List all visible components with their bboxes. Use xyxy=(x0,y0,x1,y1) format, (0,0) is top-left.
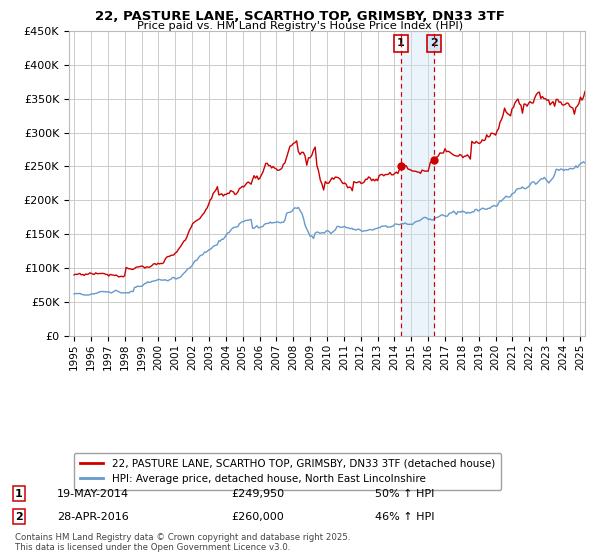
Text: 22, PASTURE LANE, SCARTHO TOP, GRIMSBY, DN33 3TF: 22, PASTURE LANE, SCARTHO TOP, GRIMSBY, … xyxy=(95,10,505,23)
Text: 1: 1 xyxy=(397,39,405,48)
Text: 46% ↑ HPI: 46% ↑ HPI xyxy=(375,512,434,522)
Text: 28-APR-2016: 28-APR-2016 xyxy=(57,512,129,522)
Text: 19-MAY-2014: 19-MAY-2014 xyxy=(57,489,129,499)
Text: £249,950: £249,950 xyxy=(231,489,284,499)
Text: Contains HM Land Registry data © Crown copyright and database right 2025.
This d: Contains HM Land Registry data © Crown c… xyxy=(15,533,350,552)
Text: 1: 1 xyxy=(15,489,23,499)
Text: 2: 2 xyxy=(430,39,437,48)
Legend: 22, PASTURE LANE, SCARTHO TOP, GRIMSBY, DN33 3TF (detached house), HPI: Average : 22, PASTURE LANE, SCARTHO TOP, GRIMSBY, … xyxy=(74,452,501,491)
Text: 2: 2 xyxy=(15,512,23,522)
Text: £260,000: £260,000 xyxy=(231,512,284,522)
Text: Price paid vs. HM Land Registry's House Price Index (HPI): Price paid vs. HM Land Registry's House … xyxy=(137,21,463,31)
Bar xyxy=(401,31,434,336)
Text: 50% ↑ HPI: 50% ↑ HPI xyxy=(375,489,434,499)
